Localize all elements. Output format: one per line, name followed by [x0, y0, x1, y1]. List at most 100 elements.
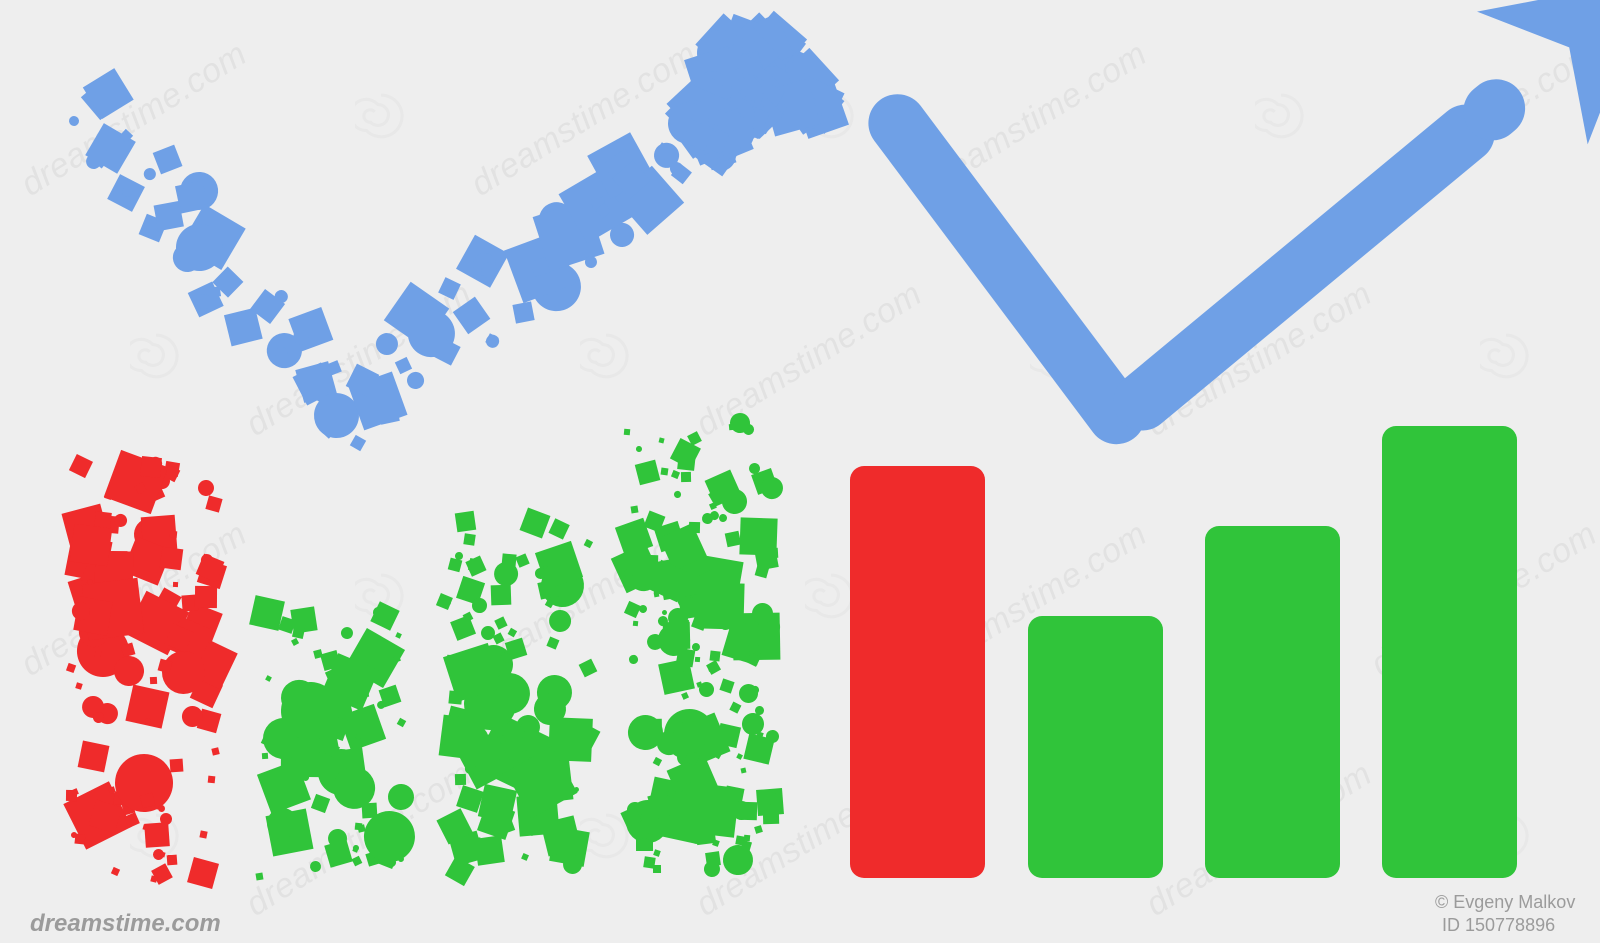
mosaic-circle — [353, 845, 360, 852]
flat-bar-2 — [1205, 526, 1340, 878]
mosaic-square — [634, 460, 659, 485]
mosaic-square — [139, 792, 154, 807]
flat-arrow-segment-1 — [1101, 93, 1506, 442]
mosaic-square — [395, 632, 402, 639]
mosaic-square — [69, 454, 93, 478]
mosaic-square — [710, 650, 721, 661]
mosaic-circle — [635, 445, 641, 451]
mosaic-square — [350, 435, 366, 451]
mosaic-square — [261, 752, 267, 758]
mosaic-square — [448, 558, 463, 573]
mosaic-square — [255, 873, 263, 881]
mosaic-square — [352, 856, 363, 867]
mosaic-circle — [405, 370, 425, 390]
mosaic-square — [547, 637, 560, 650]
mosaic-circle — [198, 480, 215, 497]
mosaic-square — [463, 533, 476, 546]
mosaic-square — [453, 297, 490, 334]
mosaic-square — [493, 632, 505, 644]
mosaic-circle — [471, 598, 487, 614]
mosaic-square — [491, 585, 512, 606]
mosaic-square — [763, 523, 774, 534]
mosaic-square — [689, 522, 700, 533]
mosaic-square — [75, 682, 82, 689]
mosaic-square — [695, 657, 701, 663]
mosaic-square — [483, 822, 491, 830]
mosaic-circle — [387, 784, 414, 811]
watermark-spiral-icon — [580, 330, 632, 382]
mosaic-circle — [718, 513, 728, 523]
mosaic-square — [173, 582, 179, 588]
mosaic-square — [755, 825, 764, 834]
mosaic-square — [153, 144, 183, 174]
mosaic-square — [677, 452, 696, 471]
mosaic-square — [160, 547, 184, 571]
flat-bar-3 — [1382, 426, 1517, 878]
mosaic-circle — [309, 860, 323, 874]
mosaic-square — [208, 776, 216, 784]
mosaic-square — [684, 782, 740, 838]
mosaic-square — [78, 741, 110, 773]
mosaic-square — [465, 555, 487, 577]
mosaic-circle — [157, 805, 166, 814]
mosaic-square — [65, 663, 76, 674]
mosaic-square — [741, 840, 752, 851]
mosaic-square — [755, 546, 779, 570]
mosaic-square — [395, 356, 413, 374]
mosaic-circle — [661, 609, 667, 615]
stage: dreamstime.com dreamstime.com dreamstime.c… — [0, 0, 1600, 943]
mosaic-square — [167, 854, 178, 865]
mosaic-square — [653, 849, 660, 856]
mosaic-square — [291, 638, 299, 646]
mosaic-square — [743, 733, 774, 764]
mosaic-square — [705, 851, 721, 867]
author-credit: © Evgeny Malkov — [1435, 892, 1575, 913]
brand-credit: dreamstime.com — [30, 910, 221, 938]
mosaic-circle — [546, 607, 576, 637]
mosaic-square — [698, 582, 745, 629]
mosaic-square — [519, 507, 550, 538]
mosaic-square — [170, 758, 184, 772]
watermark-text: dreamstime.com — [14, 35, 254, 205]
mosaic-square — [624, 429, 631, 436]
mosaic-square — [633, 621, 639, 627]
mosaic-square — [292, 626, 305, 639]
mosaic-square — [212, 747, 220, 755]
mosaic-square — [681, 692, 689, 700]
mosaic-square — [652, 757, 661, 766]
mosaic-square — [154, 201, 184, 231]
mosaic-square — [729, 702, 740, 713]
mosaic-square — [736, 753, 743, 760]
mosaic-square — [195, 586, 217, 608]
mosaic-square — [495, 616, 509, 630]
mosaic-square — [763, 807, 780, 824]
mosaic-square — [630, 506, 638, 514]
mosaic-square — [659, 437, 666, 444]
mosaic-square — [455, 511, 477, 533]
mosaic-square — [584, 538, 593, 547]
mosaic-square — [578, 659, 597, 678]
mosaic-square — [752, 625, 758, 631]
mosaic-square — [548, 519, 570, 541]
mosaic-square — [539, 692, 549, 702]
mosaic-square — [436, 593, 453, 610]
watermark-spiral-icon — [1480, 330, 1532, 382]
mosaic-circle — [372, 607, 383, 618]
mosaic-square — [70, 524, 112, 566]
mosaic-square — [311, 794, 331, 814]
mosaic-circle — [674, 490, 682, 498]
mosaic-circle — [584, 255, 599, 270]
flat-bar-0 — [850, 466, 985, 878]
mosaic-square — [83, 68, 133, 118]
mosaic-square — [512, 301, 534, 323]
mosaic-square — [501, 554, 517, 570]
watermark-spiral-icon — [130, 330, 182, 382]
mosaic-square — [653, 865, 661, 873]
mosaic-square — [199, 831, 208, 840]
mosaic-square — [516, 553, 531, 568]
mosaic-square — [350, 680, 370, 700]
mosaic-square — [507, 628, 516, 637]
mosaic-square — [108, 786, 116, 794]
watermark-text: dreamstime.com — [689, 275, 929, 445]
mosaic-square — [438, 277, 461, 300]
